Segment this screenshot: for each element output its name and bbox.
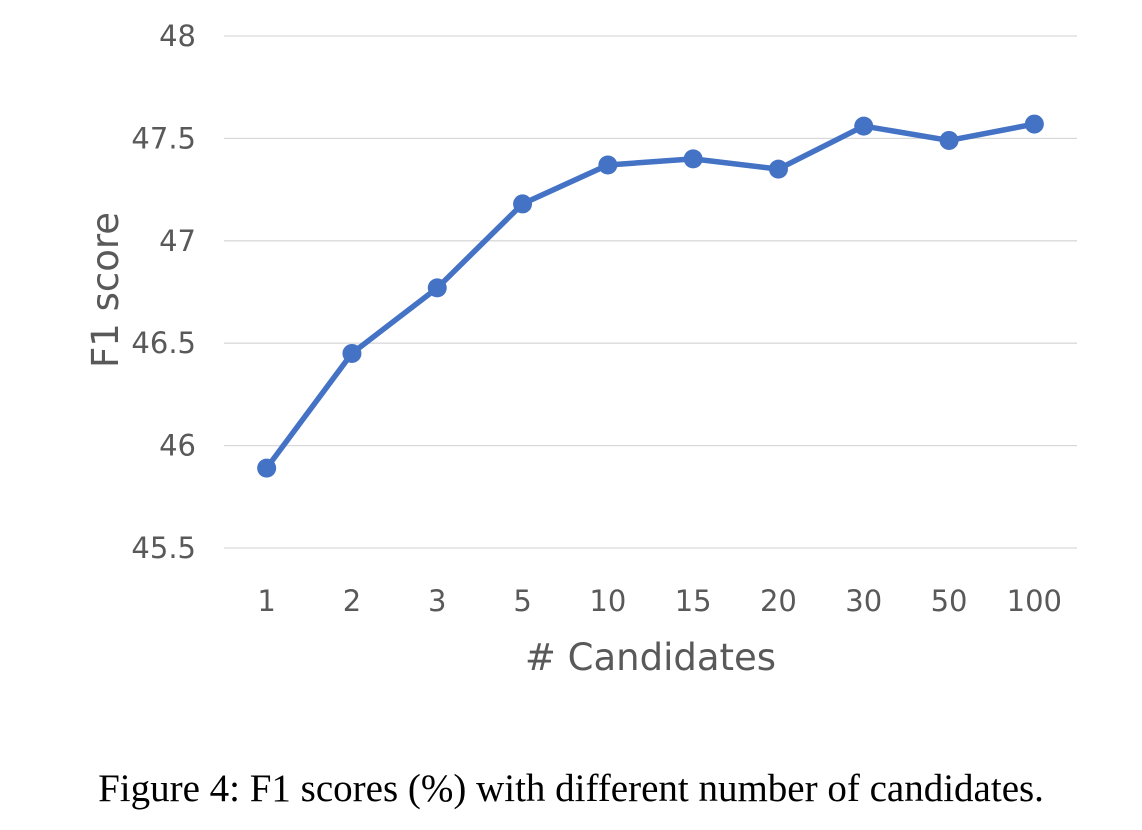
series-f1-score xyxy=(257,114,1044,478)
x-tick-label: 5 xyxy=(513,584,531,618)
y-tick-label: 48 xyxy=(159,19,196,53)
data-point-15 xyxy=(683,149,703,169)
x-tick-label: 10 xyxy=(589,584,626,618)
series-line xyxy=(263,121,1038,471)
x-tick-label: 30 xyxy=(845,584,882,618)
y-tick-label: 46 xyxy=(159,429,196,463)
x-tick-label: 1 xyxy=(257,584,275,618)
x-tick-label: 3 xyxy=(428,584,446,618)
data-point-50 xyxy=(939,130,959,150)
x-axis-title: # Candidates xyxy=(525,636,776,679)
x-tick-label: 2 xyxy=(343,584,361,618)
x-axis-tick-labels: 1 2 3 5 10 15 20 30 50 100 xyxy=(257,584,1062,618)
data-point-100 xyxy=(1024,114,1044,134)
y-axis-tick-labels: 45.5 46 46.5 47 47.5 48 xyxy=(131,19,196,565)
y-axis-title: F1 score xyxy=(84,212,127,368)
figure-caption: Figure 4: F1 scores (%) with different n… xyxy=(98,767,1044,810)
data-point-10 xyxy=(598,155,618,175)
data-point-2 xyxy=(342,343,362,363)
x-tick-label: 20 xyxy=(760,584,797,618)
data-point-20 xyxy=(768,159,788,179)
data-point-30 xyxy=(854,116,874,136)
x-tick-label: 100 xyxy=(1007,584,1062,618)
line-chart: 45.5 46 46.5 47 47.5 48 1 2 3 5 10 15 20 30 50 100 # C… xyxy=(84,19,1077,679)
data-point-3 xyxy=(427,278,447,298)
x-tick-label: 15 xyxy=(675,584,712,618)
y-tick-label: 46.5 xyxy=(131,326,196,360)
data-point-5 xyxy=(513,194,533,214)
gridlines xyxy=(224,35,1077,549)
x-tick-label: 50 xyxy=(931,584,968,618)
data-point-1 xyxy=(257,458,277,478)
y-tick-label: 47.5 xyxy=(131,121,196,155)
y-tick-label: 47 xyxy=(159,224,196,258)
y-tick-label: 45.5 xyxy=(131,531,196,565)
